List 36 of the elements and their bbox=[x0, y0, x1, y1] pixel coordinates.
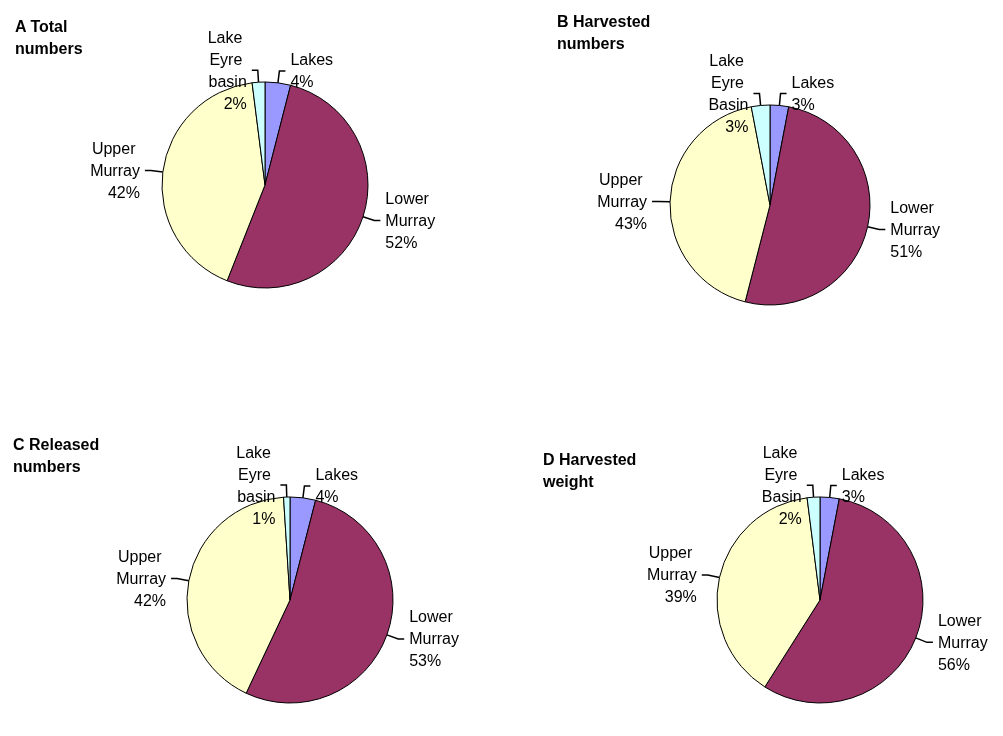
slice-label: Lakes bbox=[841, 466, 885, 484]
slice-label: Lakes bbox=[315, 466, 359, 484]
slice-label: Lake Eyre Basin bbox=[761, 443, 802, 505]
slice-label: Upper Murray bbox=[646, 544, 697, 584]
data-label: 3% bbox=[841, 488, 865, 506]
data-label: 1% bbox=[252, 509, 276, 527]
data-label: 4% bbox=[290, 73, 314, 91]
slice-label: Lake Eyre basin bbox=[207, 28, 247, 90]
data-label: 3% bbox=[725, 118, 749, 135]
data-label: 51% bbox=[890, 242, 923, 260]
chart-title: B Harvested numbers bbox=[557, 12, 655, 52]
data-label: 42% bbox=[134, 591, 167, 609]
slice-label: Upper Murray bbox=[597, 170, 648, 210]
data-label: 53% bbox=[409, 652, 442, 670]
data-label: 4% bbox=[315, 488, 339, 506]
data-label: 2% bbox=[778, 509, 802, 527]
slice-label: Lakes bbox=[791, 74, 835, 91]
slice-label: Lake Eyre basin bbox=[236, 443, 276, 505]
slice-label: Lake Eyre Basin bbox=[708, 52, 749, 113]
slice-label: Lower Murray bbox=[409, 608, 459, 648]
chart-title: C Released numbers bbox=[13, 435, 104, 475]
data-label: 56% bbox=[937, 655, 970, 673]
data-label: 52% bbox=[385, 234, 418, 252]
data-label: 43% bbox=[615, 214, 648, 232]
slice-label: Lower Murray bbox=[890, 198, 941, 238]
slice-label: Lower Murray bbox=[385, 190, 436, 230]
data-label: 3% bbox=[791, 96, 815, 113]
data-label: 42% bbox=[107, 184, 140, 202]
text: D Harvested weight bbox=[542, 450, 641, 490]
slice-label: Upper Murray bbox=[90, 140, 140, 180]
chart-title: A Total numbers bbox=[15, 17, 83, 57]
data-label: 39% bbox=[664, 588, 697, 606]
slice-label: Lower Murray bbox=[937, 611, 988, 651]
slice-label: Lakes bbox=[290, 51, 334, 69]
data-label: 2% bbox=[223, 94, 247, 112]
slice-label: Upper Murray bbox=[116, 547, 167, 587]
